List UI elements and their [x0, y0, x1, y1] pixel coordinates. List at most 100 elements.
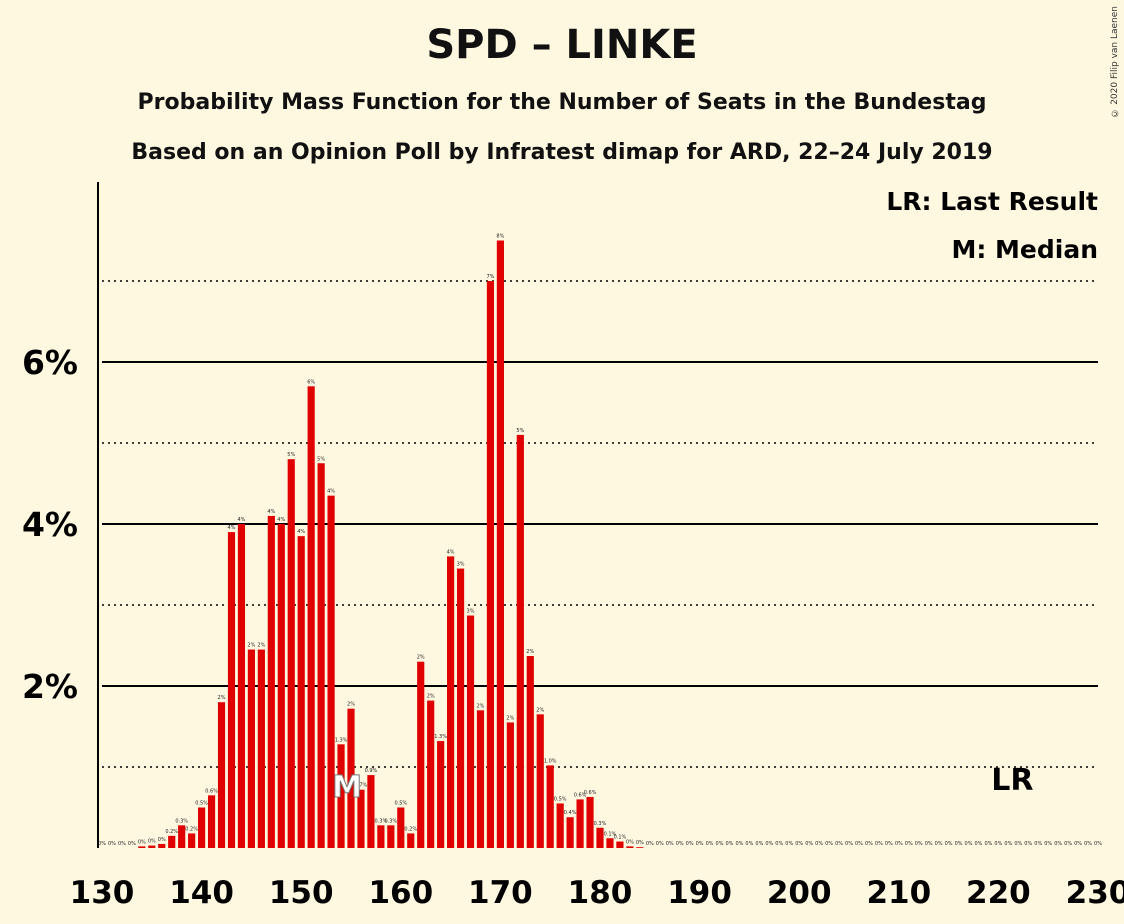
bar-seat-151: [307, 386, 315, 848]
bar-seat-143: [227, 532, 236, 848]
x-tick-label: 210: [866, 875, 931, 911]
bar-label-seat-186: 0%: [656, 841, 664, 847]
bar-label-seat-211: 0%: [905, 841, 913, 847]
bar-seat-135: [148, 845, 156, 848]
bar-label-seat-185: 0%: [646, 841, 654, 847]
bar-label-seat-178: 0.6%: [574, 792, 587, 798]
bar-label-seat-206: 0%: [855, 841, 863, 847]
x-tick-label: 140: [169, 875, 234, 911]
bar-label-seat-149: 5%: [287, 452, 295, 458]
bar-label-seat-220: 0%: [994, 841, 1002, 847]
bar-label-seat-222: 0%: [1014, 841, 1022, 847]
bar-label-seat-139: 0.2%: [185, 826, 198, 832]
bar-seat-176: [556, 803, 564, 848]
chart-title: SPD – LINKE: [426, 22, 698, 68]
x-tick-labels: 130 140 150 160 170 180 190 200 210 220 230: [70, 875, 1124, 911]
bar-label-seat-201: 0%: [805, 841, 813, 847]
bar-label-seat-130: 0%: [98, 841, 106, 847]
x-tick-label: 130: [70, 875, 135, 911]
bar-seat-180: [596, 827, 604, 848]
bar-label-seat-228: 0%: [1074, 841, 1082, 847]
legend-last-result: LR: Last Result: [886, 187, 1098, 216]
bar-label-seat-180: 0.3%: [594, 821, 607, 827]
bar-label-seat-229: 0%: [1084, 841, 1092, 847]
bar-label-seat-165: 4%: [447, 549, 455, 555]
bar-label-seat-161: 0.2%: [404, 826, 417, 832]
bar-label-seat-141: 0.6%: [205, 788, 218, 794]
bar-seat-170: [496, 240, 504, 848]
bar-seat-161: [407, 833, 415, 848]
x-tick-label: 150: [269, 875, 334, 911]
bar-label-seat-137: 0.2%: [165, 829, 178, 835]
bar-seat-175: [546, 765, 554, 848]
bar-label-seat-197: 0%: [765, 841, 773, 847]
bar-seat-154: [337, 744, 345, 848]
bar-seat-152: [317, 463, 325, 848]
bar-seat-149: [287, 459, 295, 848]
bar-label-seat-218: 0%: [975, 841, 983, 847]
bar-label-seat-193: 0%: [726, 841, 734, 847]
bar-seat-153: [327, 495, 335, 848]
bar-seat-162: [417, 661, 425, 848]
bar-label-seat-191: 0%: [706, 841, 714, 847]
bar-label-seat-177: 0.4%: [564, 810, 577, 816]
bar-label-seat-168: 2%: [477, 703, 485, 709]
bar-label-seat-202: 0%: [815, 841, 823, 847]
bar-label-seat-162: 2%: [417, 655, 425, 661]
bar-label-seat-219: 0%: [984, 841, 992, 847]
bar-label-seat-187: 0%: [666, 841, 674, 847]
bar-label-seat-148: 4%: [277, 517, 285, 523]
bar-seat-158: [377, 825, 385, 848]
bar-label-seat-166: 3%: [457, 562, 465, 568]
bar-seat-159: [387, 825, 395, 848]
bar-label-seat-208: 0%: [875, 841, 883, 847]
bar-label-seat-213: 0%: [925, 841, 933, 847]
bar-label-seat-173: 2%: [526, 649, 534, 655]
bar-seat-172: [516, 434, 524, 848]
bar-seat-184: [636, 847, 644, 848]
bar-seat-146: [257, 649, 265, 848]
bar-seat-166: [456, 568, 465, 848]
x-tick-label: 170: [468, 875, 533, 911]
bar-label-seat-195: 0%: [745, 841, 753, 847]
bar-label-seat-203: 0%: [825, 841, 833, 847]
bar-label-seat-215: 0%: [945, 841, 953, 847]
bar-label-seat-194: 0%: [735, 841, 743, 847]
bar-seat-156: [357, 789, 365, 848]
bar-label-seat-134: 0%: [138, 839, 146, 845]
bar-label-seat-171: 2%: [506, 715, 514, 721]
bar-seat-147: [267, 515, 275, 848]
bar-label-seat-160: 0.5%: [394, 801, 407, 807]
x-tick-label: 190: [667, 875, 732, 911]
bar-label-seat-136: 0%: [158, 837, 166, 843]
bar-label-seat-204: 0%: [835, 841, 843, 847]
bar-label-seat-192: 0%: [716, 841, 724, 847]
x-tick-label: 200: [767, 875, 832, 911]
bar-seat-145: [247, 649, 255, 848]
bar-seat-160: [397, 807, 405, 848]
chart-subtitle: Probability Mass Function for the Number…: [137, 90, 987, 115]
bar-seat-136: [158, 843, 166, 848]
bar-seat-183: [626, 846, 634, 848]
bar-seat-141: [207, 795, 216, 848]
bar-seat-173: [526, 656, 534, 848]
bar-label-seat-188: 0%: [676, 841, 684, 847]
bar-seat-164: [437, 741, 445, 848]
legend-median: M: Median: [951, 235, 1098, 264]
bar-seat-155: [347, 708, 355, 848]
bar-label-seat-175: 1.0%: [544, 758, 557, 764]
bar-seat-169: [486, 281, 495, 848]
bar-label-seat-209: 0%: [885, 841, 893, 847]
bar-label-seat-145: 2%: [247, 643, 255, 649]
bar-label-seat-182: 0.1%: [614, 835, 627, 841]
bar-label-seat-196: 0%: [755, 841, 763, 847]
chart-source-line: Based on an Opinion Poll by Infratest di…: [131, 140, 993, 165]
bar-label-seat-138: 0.3%: [175, 818, 188, 824]
x-tick-label: 230: [1066, 875, 1124, 911]
bar-label-seat-159: 0.3%: [384, 818, 397, 824]
bar-seat-174: [536, 714, 544, 848]
bar-seat-163: [427, 700, 435, 848]
bar-seat-182: [616, 841, 624, 848]
bar-seat-168: [476, 710, 485, 848]
